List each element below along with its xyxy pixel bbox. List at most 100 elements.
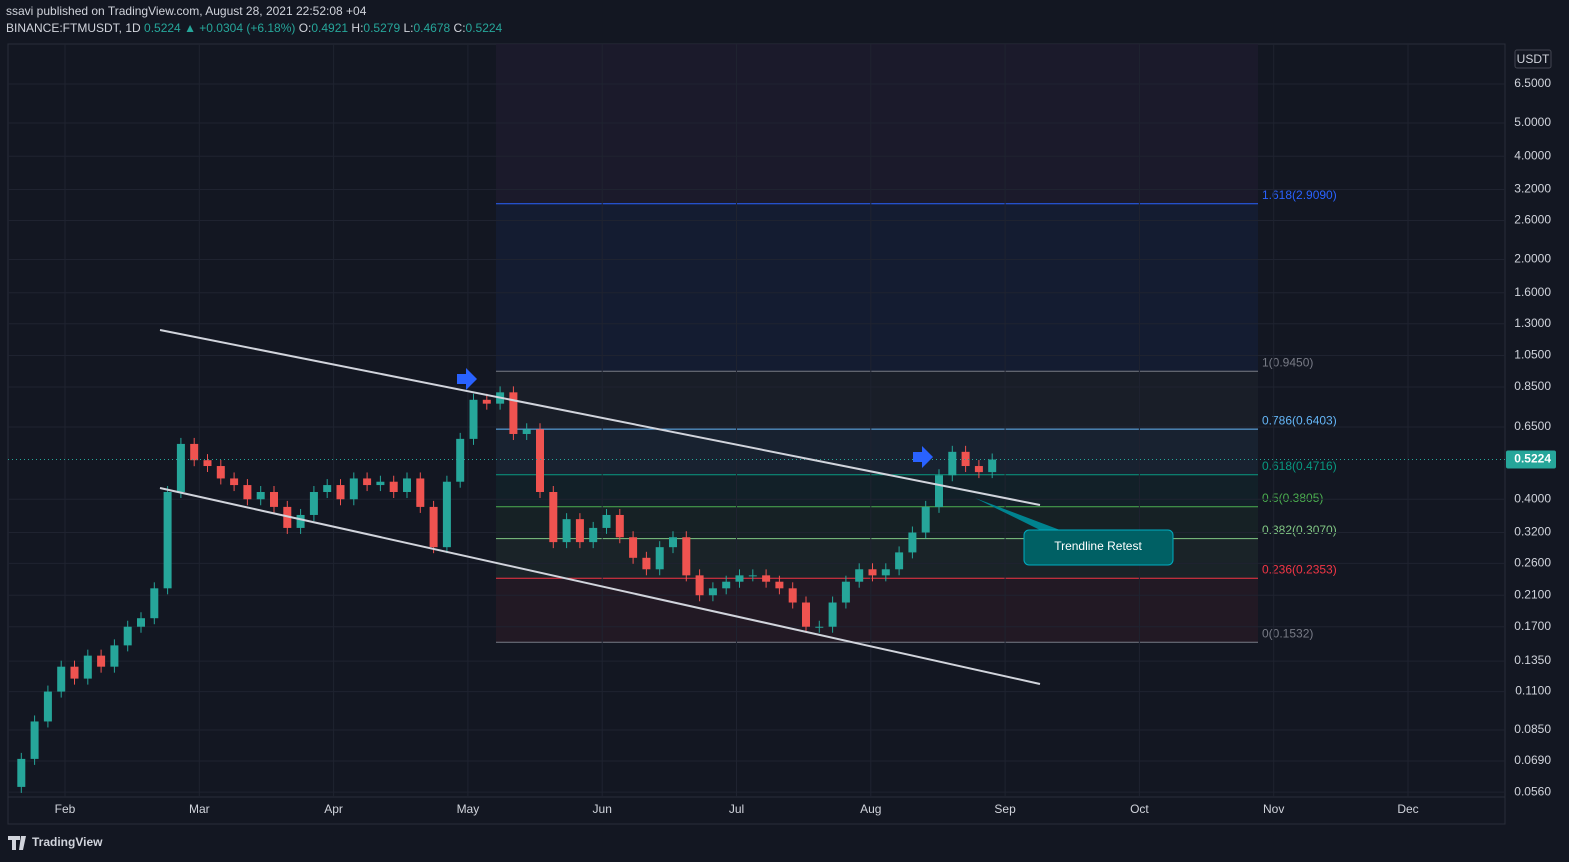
candle	[642, 557, 651, 570]
candle	[921, 506, 930, 533]
currency-label: USDT	[1517, 52, 1550, 66]
fib-label: 0.618(0.4716)	[1262, 459, 1337, 473]
time-label: May	[457, 802, 480, 816]
y-tick-label: 0.1350	[1514, 653, 1551, 667]
candle	[403, 478, 411, 492]
fib-label: 0.236(0.2353)	[1262, 562, 1337, 576]
y-tick-label: 0.4000	[1514, 491, 1551, 505]
candle	[230, 478, 239, 486]
time-label: Mar	[189, 802, 210, 816]
candle	[429, 506, 438, 548]
candle	[150, 588, 159, 619]
time-label: Aug	[860, 802, 881, 816]
y-tick-label: 0.1100	[1515, 684, 1551, 698]
fib-label: 0.5(0.3805)	[1262, 491, 1323, 505]
plot: Feb Mar Apr May Jun Jul Aug Sep Oct Nov Dec	[8, 44, 1505, 816]
fib-label: 1(0.9450)	[1262, 355, 1313, 369]
last-price-tag	[1506, 450, 1556, 469]
callout-box	[1023, 529, 1174, 566]
candle	[270, 491, 278, 507]
candle	[615, 514, 624, 538]
candle	[123, 626, 132, 646]
time-label: Jul	[729, 802, 744, 816]
symbol: BINANCE:FTMUSDT, 1D	[6, 21, 141, 35]
ohlc-value: 0.4678	[413, 21, 450, 35]
candle	[695, 575, 704, 596]
fib-zone	[496, 474, 1258, 507]
fib-zone	[496, 371, 1258, 430]
symbol-info: BINANCE:FTMUSDT, 1D 0.5224 ▲ +0.0304 (+6…	[6, 21, 503, 35]
candle	[482, 399, 491, 404]
y-tick-label: 4.0000	[1514, 148, 1551, 162]
candle	[722, 581, 731, 589]
candle	[948, 451, 957, 476]
y-tick-label: 0.8500	[1514, 379, 1551, 393]
candle	[283, 506, 292, 528]
y-tick-label: 3.2000	[1514, 182, 1551, 196]
candle	[669, 537, 677, 548]
fib-zone	[496, 203, 1258, 372]
candle	[788, 588, 797, 603]
fib-label: 0(0.1532)	[1262, 626, 1313, 640]
candle	[17, 758, 26, 787]
published-line: ssavi published on TradingView.com, Augu…	[6, 4, 367, 18]
last-price-label: 0.5224	[1514, 452, 1551, 466]
symbol-line: BINANCE:FTMUSDT, 1D 0.5224 ▲ +0.0304 (+6…	[6, 21, 503, 35]
y-tick-label: 0.2600	[1514, 556, 1551, 570]
ohlc-value: 0.5224	[466, 21, 503, 35]
candle	[309, 491, 318, 515]
time-label: Oct	[1130, 802, 1149, 816]
candle	[589, 527, 598, 543]
fib-zone-top	[496, 44, 1258, 204]
candle	[176, 443, 185, 492]
candle	[536, 429, 544, 492]
time-label: Jun	[593, 802, 612, 816]
candle	[256, 491, 265, 500]
ohlc-key: C:	[454, 21, 466, 35]
candle	[97, 655, 106, 667]
candle	[868, 569, 877, 576]
y-tick-label: 1.0500	[1514, 348, 1551, 362]
candle	[469, 399, 478, 439]
candle	[562, 519, 571, 543]
candle	[323, 485, 332, 492]
candle	[708, 588, 717, 596]
candle	[575, 519, 584, 543]
candle	[442, 481, 451, 548]
candle	[935, 475, 943, 507]
candle	[509, 392, 518, 434]
y-tick-label: 0.3200	[1514, 525, 1551, 539]
candle	[908, 532, 917, 553]
last-price: 0.5224	[144, 21, 181, 35]
candle	[841, 581, 850, 603]
candle	[456, 438, 465, 482]
footer-brand: TradingView	[32, 835, 103, 849]
arrow-marker	[457, 368, 477, 390]
fib-label: 1.618(2.9090)	[1262, 188, 1337, 202]
candle	[762, 575, 771, 582]
y-tick-label: 6.5000	[1514, 76, 1551, 90]
candle	[296, 514, 305, 528]
candle	[655, 547, 664, 570]
candle	[775, 581, 784, 589]
time-label: Nov	[1263, 802, 1284, 816]
trendline-lower	[159, 487, 1041, 685]
callout-pointer	[975, 498, 1060, 530]
fib-zone	[496, 429, 1258, 475]
candle	[629, 537, 638, 558]
candle	[190, 443, 199, 461]
fib-zone	[496, 578, 1258, 643]
candle	[363, 478, 372, 486]
logo-mark	[8, 836, 26, 850]
candle	[163, 491, 172, 589]
candle	[416, 478, 425, 507]
candle	[389, 481, 398, 492]
candle	[376, 481, 385, 486]
candle	[748, 575, 757, 577]
y-tick-label: 1.3000	[1514, 316, 1551, 330]
ohlc-value: 0.5279	[363, 21, 400, 35]
candle	[988, 459, 997, 473]
y-tick-label: 0.0690	[1514, 753, 1551, 767]
y-tick-label: 5.0000	[1514, 115, 1551, 129]
